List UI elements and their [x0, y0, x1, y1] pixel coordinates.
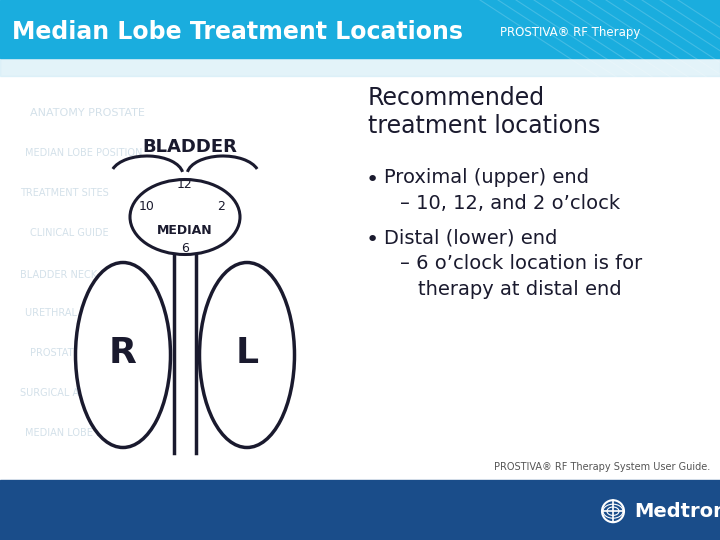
Text: Recommended: Recommended	[368, 86, 545, 110]
Text: 12: 12	[177, 179, 193, 192]
Text: MEDIAN: MEDIAN	[157, 224, 213, 237]
Text: 2: 2	[217, 200, 225, 213]
Text: Median Lobe Treatment Locations: Median Lobe Treatment Locations	[12, 21, 463, 44]
Text: CLINICAL GUIDE: CLINICAL GUIDE	[30, 228, 109, 238]
Bar	[0, 58, 720, 76]
Text: PROSTIVA® RF Therapy: PROSTIVA® RF Therapy	[500, 26, 640, 39]
Ellipse shape	[130, 179, 240, 254]
Text: •: •	[366, 230, 379, 250]
Text: treatment locations: treatment locations	[368, 114, 600, 138]
Text: R: R	[109, 336, 137, 370]
Text: BLADDER: BLADDER	[143, 138, 238, 156]
Text: – 6 o’clock location is for: – 6 o’clock location is for	[400, 254, 642, 273]
Bar	[0, 480, 720, 540]
Bar	[0, 0, 720, 58]
Text: •: •	[366, 170, 379, 190]
Text: SURGICAL APPROACH: SURGICAL APPROACH	[20, 388, 126, 398]
Text: – 10, 12, and 2 o’clock: – 10, 12, and 2 o’clock	[400, 194, 620, 213]
Text: Proximal (upper) end: Proximal (upper) end	[384, 168, 589, 187]
Bar	[0, 58, 720, 480]
Text: PROSTATE GLAND: PROSTATE GLAND	[30, 348, 117, 358]
Text: 6: 6	[181, 242, 189, 255]
Text: ANATOMY PROSTATE: ANATOMY PROSTATE	[30, 108, 145, 118]
Ellipse shape	[199, 262, 294, 448]
Text: MEDIAN LOBE POSITION: MEDIAN LOBE POSITION	[25, 148, 143, 158]
Text: 10: 10	[139, 200, 155, 213]
Ellipse shape	[76, 262, 171, 448]
Text: URETHRAL ANATOMY: URETHRAL ANATOMY	[25, 308, 128, 318]
Text: therapy at distal end: therapy at distal end	[418, 280, 621, 299]
Text: BLADDER NECK: BLADDER NECK	[20, 270, 97, 280]
Text: TREATMENT SITES: TREATMENT SITES	[20, 188, 109, 198]
Text: L: L	[235, 336, 258, 370]
Text: MEDIAN LOBE DATA: MEDIAN LOBE DATA	[25, 428, 121, 438]
Text: PROSTIVA® RF Therapy System User Guide.: PROSTIVA® RF Therapy System User Guide.	[494, 462, 710, 472]
Text: Medtronic: Medtronic	[634, 502, 720, 521]
Text: Distal (lower) end: Distal (lower) end	[384, 228, 557, 247]
